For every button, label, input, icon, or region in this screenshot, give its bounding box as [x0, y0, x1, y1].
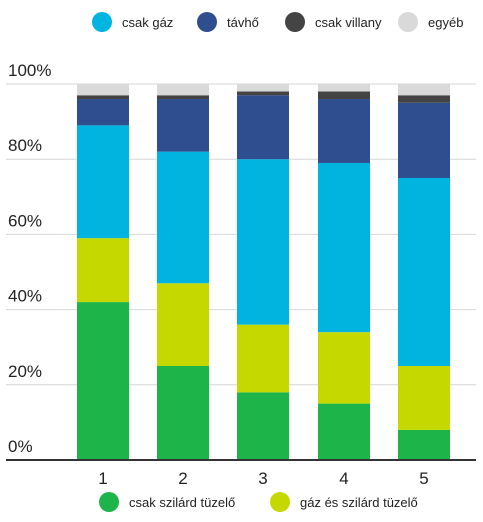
bar-segment: [318, 91, 370, 100]
y-tick-label: 40%: [8, 287, 42, 306]
legend-label-csak-szilard-tuzelo: csak szilárd tüzelő: [129, 494, 236, 510]
legend-label-csak-villany: csak villany: [315, 14, 382, 30]
legend-swatch-csak-villany: [285, 12, 305, 32]
bar-segment: [77, 238, 129, 303]
legend-label-csak-gaz: csak gáz: [122, 14, 174, 30]
x-tick-label: 4: [339, 469, 348, 488]
legend-item-csak-gaz: csak gáz: [92, 9, 173, 35]
bar-segment: [398, 178, 450, 366]
legend-item-csak-szilard-tuzelo: csak szilárd tüzelő: [99, 489, 235, 515]
y-tick-label: 100%: [8, 61, 51, 80]
legend-item-csak-villany: csak villany: [285, 9, 381, 35]
bar-segment: [157, 283, 209, 366]
bar-segment: [318, 84, 370, 92]
legend-swatch-csak-gaz: [92, 12, 112, 32]
x-tick-label: 1: [98, 469, 107, 488]
y-tick-label: 80%: [8, 136, 42, 155]
bar-segment: [398, 95, 450, 103]
bar-segment: [237, 91, 289, 96]
bar-segment: [398, 366, 450, 430]
legend-label-gaz-es-szilard-tuzelo: gáz és szilárd tüzelő: [300, 494, 418, 510]
bar-segment: [398, 102, 450, 178]
bar-segment: [77, 302, 129, 460]
legend-swatch-csak-szilard-tuzelo: [99, 492, 119, 512]
legend-label-tavho: távhő: [227, 14, 259, 30]
bar-segment: [398, 84, 450, 96]
legend-bottom: csak szilárd tüzelő gáz és szilárd tüzel…: [0, 489, 483, 515]
bar-segment: [157, 99, 209, 152]
legend-swatch-egyeb: [398, 12, 418, 32]
bar-segment: [237, 324, 289, 393]
x-tick-label: 3: [258, 469, 267, 488]
y-tick-label: 0%: [8, 437, 33, 456]
bar-segment: [157, 366, 209, 460]
bar-segment: [157, 84, 209, 96]
bar-segment: [157, 151, 209, 284]
bar-segment: [237, 392, 289, 460]
x-tick-label: 2: [178, 469, 187, 488]
bar-segment: [318, 403, 370, 460]
bar-segment: [237, 95, 289, 160]
legend-item-egyeb: egyéb: [398, 9, 463, 35]
bar-segment: [77, 125, 129, 239]
legend-top: csak gáz távhő csak villany egyéb: [0, 9, 483, 35]
bar-segment: [237, 84, 289, 92]
bar-segment: [77, 84, 129, 96]
bar-segment: [157, 95, 209, 100]
bar-segment: [77, 95, 129, 100]
x-tick-label: 5: [419, 469, 428, 488]
bar-segment: [318, 99, 370, 163]
bar-segment: [398, 429, 450, 460]
y-tick-label: 20%: [8, 362, 42, 381]
bar-segment: [318, 162, 370, 333]
y-tick-label: 60%: [8, 211, 42, 230]
legend-label-egyeb: egyéb: [428, 14, 464, 30]
bar-segment: [77, 99, 129, 126]
bar-segment: [237, 159, 289, 325]
bar-segment: [318, 332, 370, 404]
legend-item-tavho: távhő: [197, 9, 259, 35]
legend-item-gaz-es-szilard-tuzelo: gáz és szilárd tüzelő: [270, 489, 418, 515]
legend-swatch-gaz-es-szilard-tuzelo: [270, 492, 290, 512]
legend-swatch-tavho: [197, 12, 217, 32]
